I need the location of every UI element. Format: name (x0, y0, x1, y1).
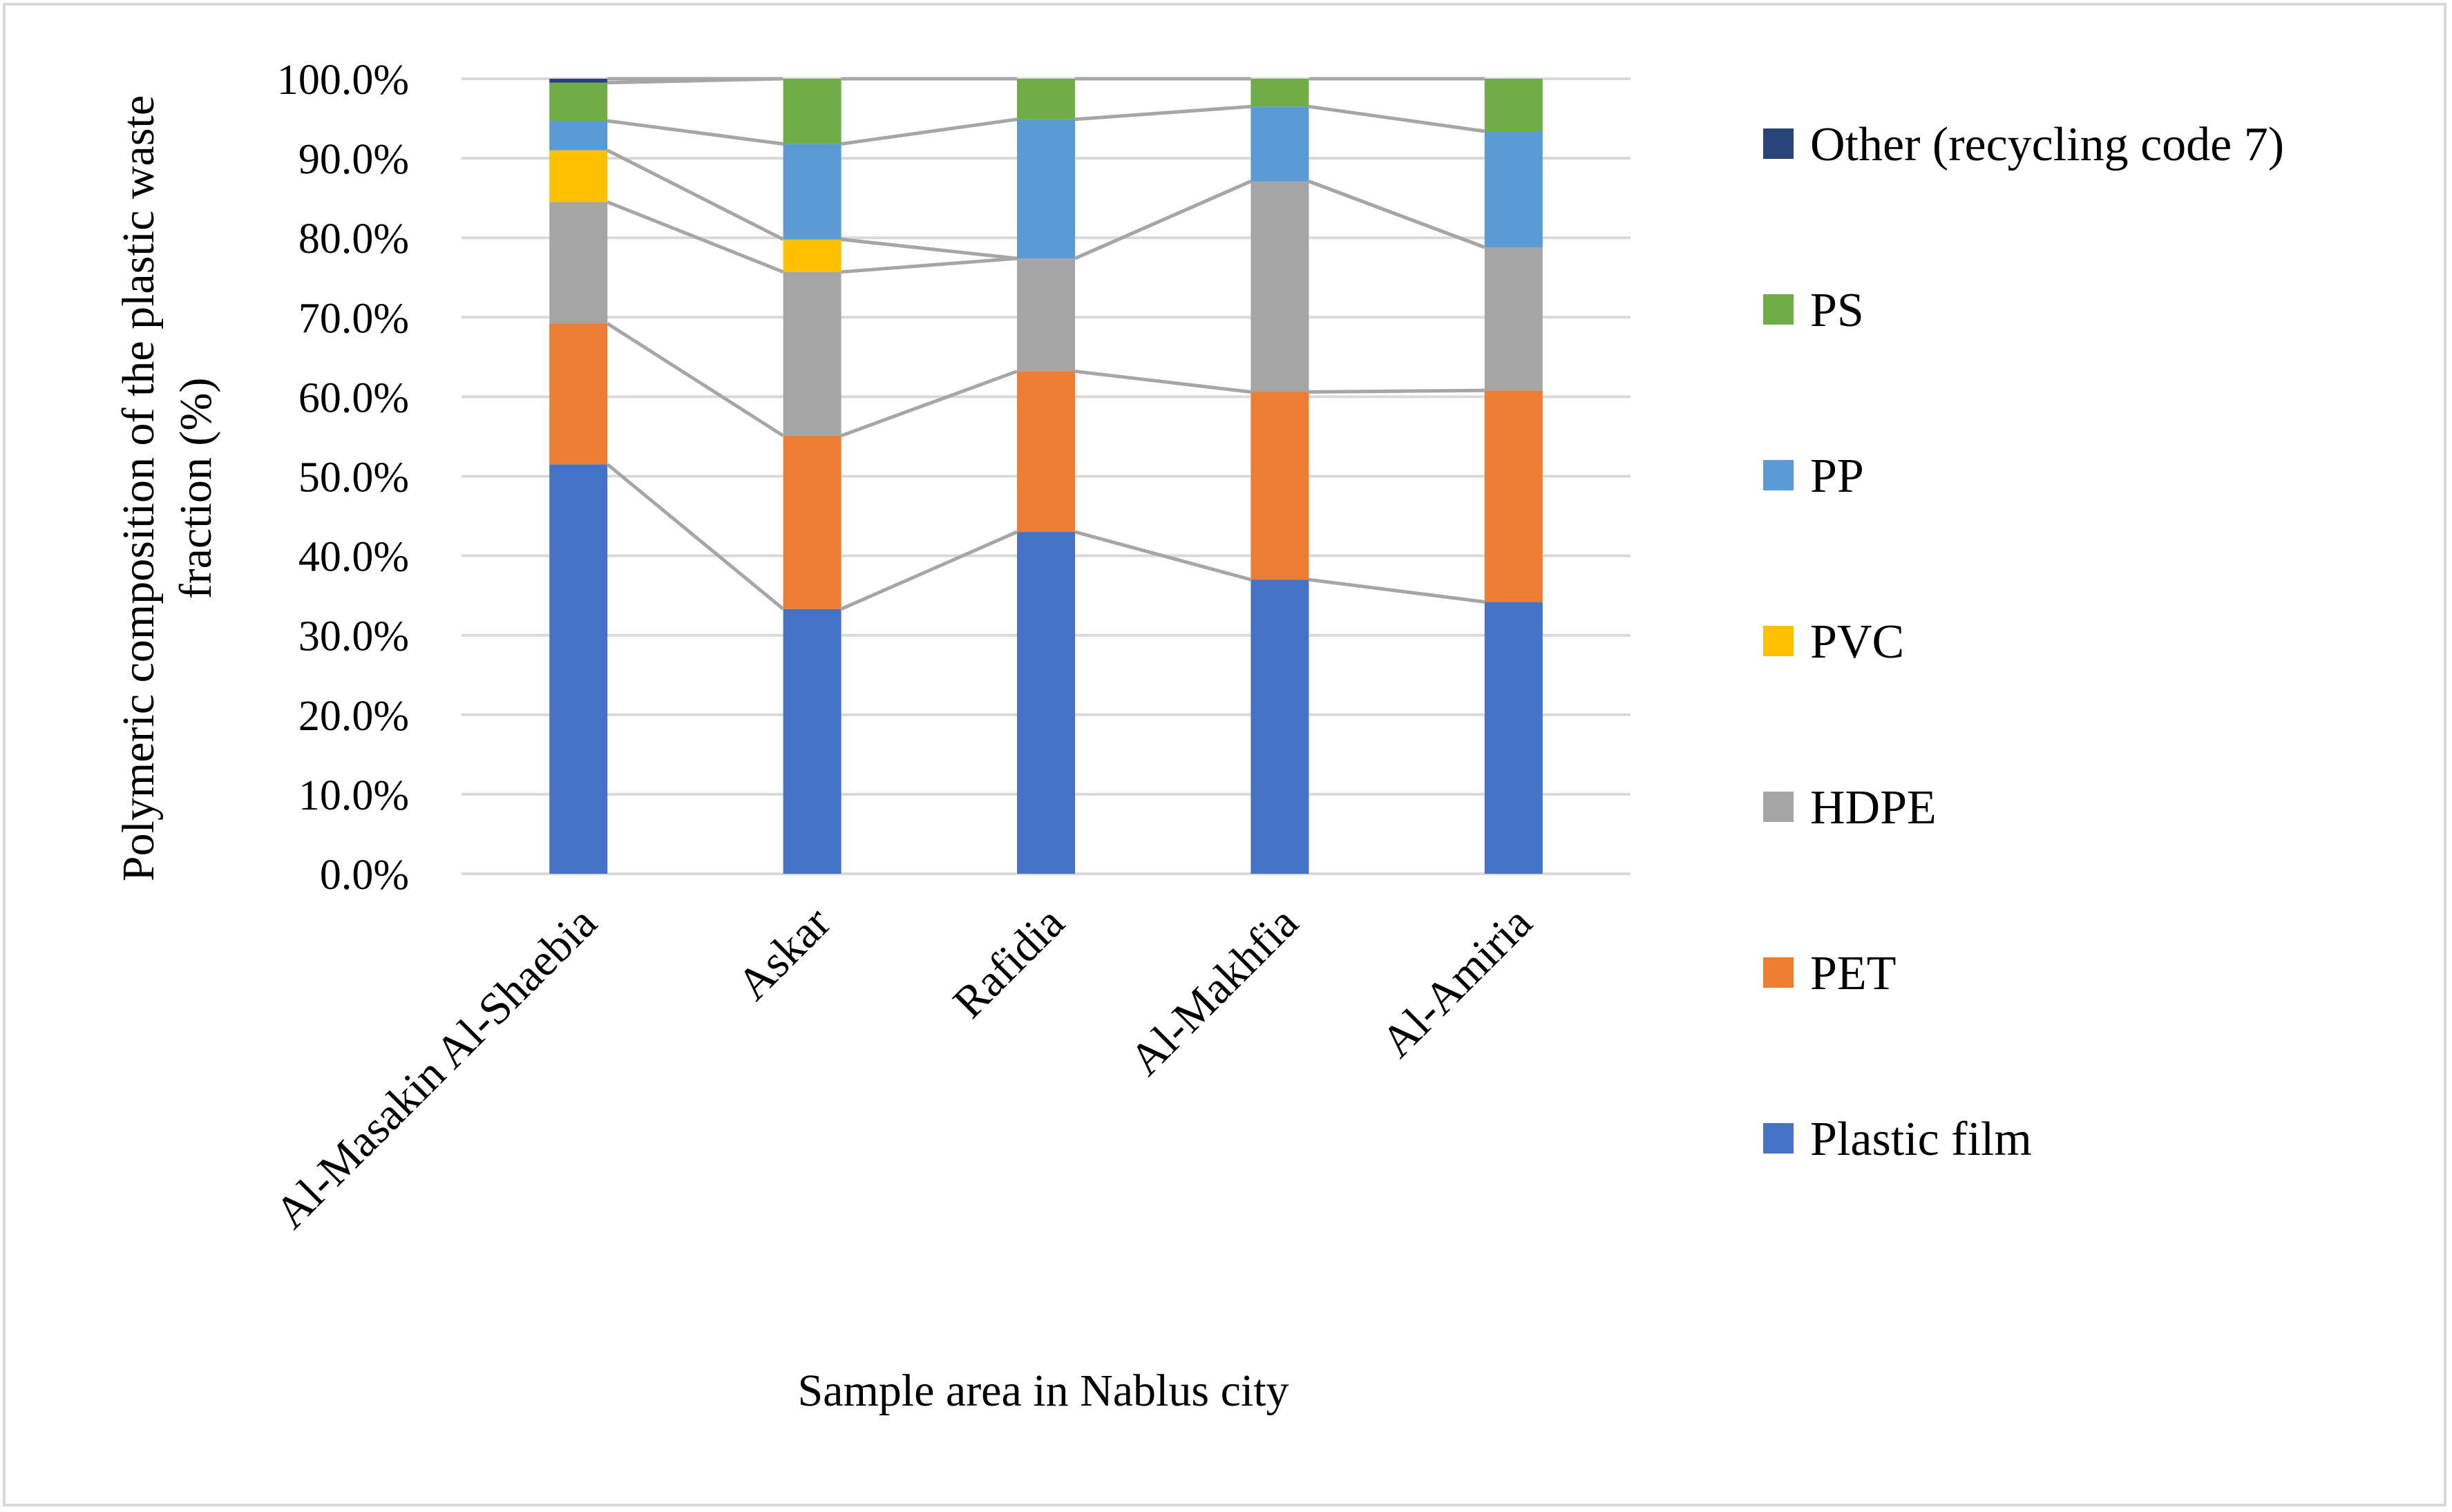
series-connector-line (840, 370, 1018, 438)
y-axis-title-line-1: Polymeric composition of the plastic was… (113, 95, 164, 881)
x-category-label: Askar (728, 897, 840, 1010)
y-tick-label: 60.0% (298, 374, 409, 421)
bar-segment (1251, 79, 1309, 107)
legend-label: Other (recycling code 7) (1810, 118, 2284, 171)
y-tick-label: 10.0% (298, 772, 409, 819)
y-tick-label: 80.0% (298, 216, 409, 262)
series-connector-line (1309, 388, 1485, 394)
bar-segment (1251, 580, 1309, 874)
series-connector-line (1309, 104, 1485, 133)
legend-swatch (1763, 626, 1794, 656)
series-connector-line (840, 530, 1018, 611)
legend: Other (recycling code 7) PS PP PVC HDPE PET Pl… (1763, 118, 2284, 1166)
y-axis-ticks: 0.0% 10.0% 20.0% 30.0% 40.0% 50.0% 60.0% 70.0% 8… (277, 57, 409, 899)
legend-label: Plastic film (1810, 1113, 2032, 1166)
bar-segment (1484, 602, 1543, 874)
legend-label: PS (1810, 284, 1864, 337)
legend-swatch (1763, 294, 1794, 325)
y-axis-title-line-2: fraction (%) (171, 378, 221, 600)
bar-segment (783, 239, 842, 272)
bar-segment (1017, 119, 1075, 259)
bar-segment (1484, 79, 1543, 131)
series-connector-line (607, 200, 784, 274)
legend-label: PP (1810, 450, 1864, 503)
bar-segment (549, 79, 608, 83)
y-tick-label: 70.0% (298, 295, 409, 342)
bar-segment (549, 202, 608, 324)
legend-label: HDPE (1810, 781, 1937, 834)
bar-segment (1251, 106, 1309, 182)
bar-segment (549, 82, 608, 122)
bar-segment (549, 121, 608, 151)
bar-segment (1484, 247, 1543, 391)
bar-segment (1251, 181, 1309, 392)
bar-segment (783, 435, 842, 609)
x-axis-title: Sample area in Nablus city (797, 1366, 1289, 1416)
legend-label: PET (1810, 947, 1896, 1000)
series-connector-line (1309, 577, 1485, 604)
series-connector-line (841, 238, 1018, 260)
series-connector-line (1074, 370, 1251, 394)
bar-segment (783, 271, 842, 436)
bar-segment (549, 464, 608, 874)
bar-segment (1484, 131, 1543, 248)
series-connector-line (1074, 104, 1251, 122)
series-connector-lines (606, 77, 1485, 611)
legend-swatch (1763, 792, 1794, 822)
legend-swatch (1763, 128, 1794, 159)
y-tick-label: 20.0% (298, 693, 409, 740)
x-category-label: Al-Makhfia (1120, 897, 1308, 1085)
series-connector-line (607, 149, 784, 241)
y-tick-label: 30.0% (298, 613, 409, 660)
y-tick-label: 50.0% (298, 454, 409, 501)
series-connector-line (841, 117, 1018, 146)
y-tick-label: 90.0% (298, 136, 409, 183)
series-connector-line (606, 322, 784, 437)
bar-segment (1017, 79, 1075, 119)
bar-segment (1017, 371, 1075, 533)
legend-swatch (1763, 460, 1794, 490)
x-category-label: Al-Masakin Al-Shaebia (265, 897, 607, 1238)
bar-segment (549, 150, 608, 202)
series-connector-line (1074, 530, 1252, 582)
series-connector-line (1074, 180, 1252, 260)
y-tick-label: 0.0% (320, 852, 409, 899)
y-tick-label: 100.0% (277, 57, 409, 104)
bar-segment (783, 144, 842, 240)
x-axis-categories: Al-Masakin Al-Shaebia Askar Rafidia Al-Makh… (265, 897, 1541, 1238)
series-connector-line (606, 463, 785, 611)
legend-label: PVC (1810, 615, 1904, 669)
series-connector-line (1308, 180, 1485, 249)
bar-segment (783, 609, 842, 874)
bar-segment (783, 79, 842, 144)
bar-segment (1017, 532, 1075, 874)
legend-swatch (1763, 957, 1794, 988)
bar-segment (1017, 258, 1075, 372)
series-connector-line (841, 256, 1018, 274)
chart-frame (3, 3, 2446, 1506)
bar-segment (1484, 390, 1543, 602)
bars (549, 79, 1543, 874)
x-category-label: Rafidia (944, 897, 1074, 1028)
x-category-label: Al-Amiria (1371, 897, 1541, 1067)
legend-swatch (1763, 1123, 1794, 1154)
bar-segment (549, 323, 608, 465)
series-connector-line (607, 119, 783, 146)
y-tick-label: 40.0% (298, 534, 409, 581)
bar-segment (1251, 392, 1309, 580)
